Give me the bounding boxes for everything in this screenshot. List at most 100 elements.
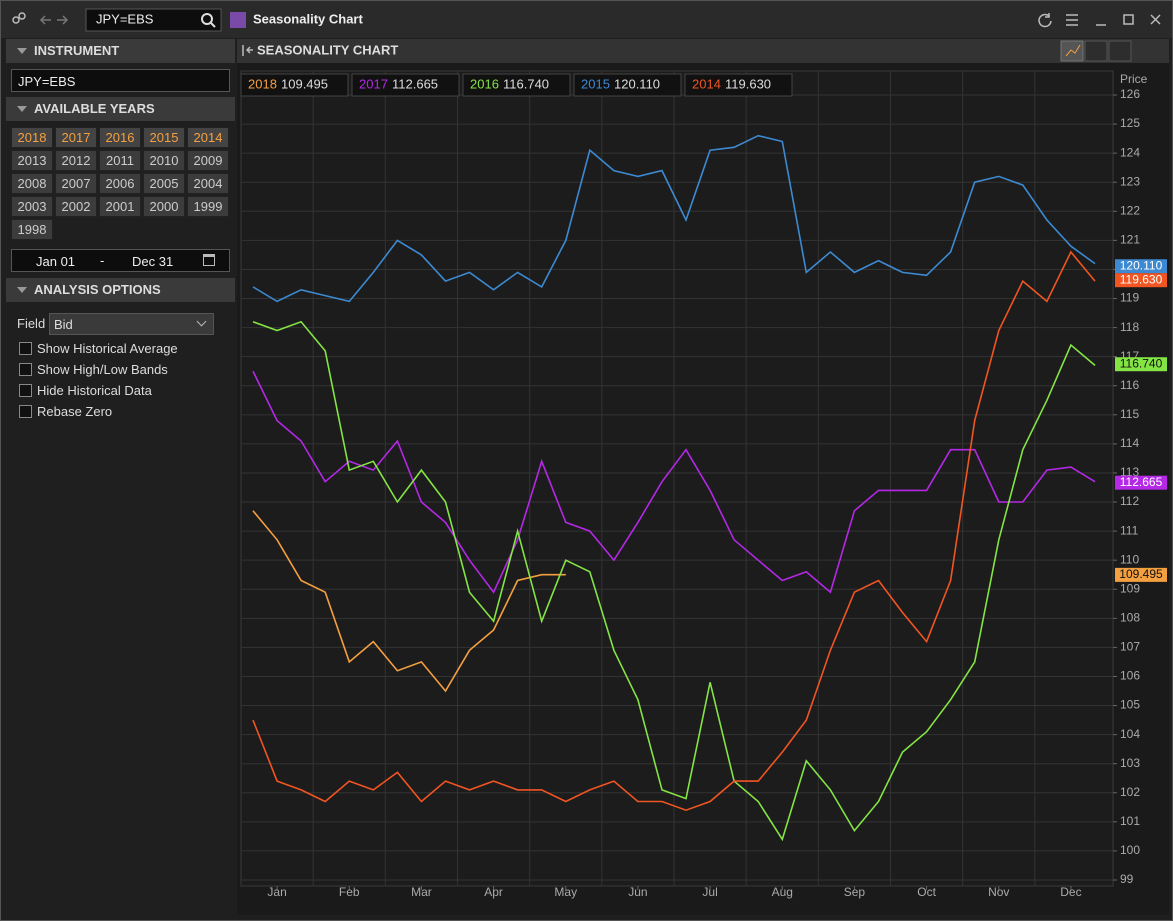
y-tick-label: 113 — [1120, 465, 1139, 479]
year-button[interactable]: 2014 — [187, 127, 229, 148]
checkbox[interactable] — [19, 363, 32, 376]
date-from[interactable]: Jan 01 — [36, 254, 76, 269]
legend-value: 112.665 — [392, 76, 438, 91]
legend-value: 119.630 — [725, 76, 771, 91]
plot-area — [240, 70, 1114, 887]
section-header[interactable]: ANALYSIS OPTIONS — [6, 278, 235, 302]
last-value-tag — [1115, 475, 1167, 490]
calendar-icon[interactable] — [203, 254, 215, 266]
checkbox-option[interactable]: Show Historical Average — [19, 341, 178, 356]
year-button[interactable]: 1998 — [11, 219, 53, 240]
y-tick-label: 122 — [1120, 203, 1140, 217]
x-tick-label: Oct — [917, 885, 936, 899]
y-tick-label: 106 — [1120, 669, 1140, 683]
date-range[interactable]: Jan 01 - Dec 31 — [11, 249, 230, 272]
year-button[interactable]: 2001 — [99, 196, 141, 217]
year-button[interactable]: 2018 — [11, 127, 53, 148]
refresh-icon[interactable] — [1038, 13, 1052, 28]
year-button[interactable]: 2004 — [187, 173, 229, 194]
x-tick-label: Aug — [772, 885, 793, 899]
search-icon[interactable] — [201, 13, 213, 25]
y-tick-label: 104 — [1120, 727, 1140, 741]
last-value-label: 120.110 — [1120, 258, 1163, 272]
x-tick-label: Sep — [844, 885, 866, 899]
y-tick-label: 119 — [1120, 291, 1139, 305]
chart-header-bar — [237, 39, 1169, 63]
year-button[interactable]: 2009 — [187, 150, 229, 171]
legend-box — [462, 73, 571, 97]
search-text[interactable]: JPY=EBS — [96, 11, 154, 26]
app-title: Seasonality Chart — [253, 11, 363, 26]
y-tick-label: 123 — [1120, 174, 1140, 188]
legend-name: 2014 — [692, 76, 721, 91]
y-tick-label: 101 — [1120, 814, 1140, 828]
checkbox[interactable] — [19, 405, 32, 418]
checkbox[interactable] — [19, 342, 32, 355]
year-button[interactable]: 2008 — [11, 173, 53, 194]
year-button[interactable]: 2016 — [99, 127, 141, 148]
legend-value: 109.495 — [281, 76, 328, 91]
last-value-label: 119.630 — [1120, 272, 1163, 286]
y-tick-label: 112 — [1120, 494, 1139, 508]
search-box[interactable] — [85, 8, 222, 32]
menu-icon[interactable] — [1066, 14, 1078, 26]
year-button[interactable]: 2003 — [11, 196, 53, 217]
section-header[interactable]: INSTRUMENT — [6, 39, 235, 63]
y-tick-label: 114 — [1120, 436, 1139, 450]
legend-box — [351, 73, 460, 97]
y-axis-label: Price — [1120, 72, 1148, 86]
checkbox-option[interactable]: Rebase Zero — [19, 404, 112, 419]
close-icon[interactable] — [1150, 14, 1161, 25]
nav-arrows[interactable] — [39, 15, 69, 25]
legend-value: 116.740 — [503, 76, 549, 91]
checkbox-label: Show Historical Average — [37, 341, 178, 356]
section-header[interactable]: AVAILABLE YEARS — [6, 97, 235, 121]
checkbox-option[interactable]: Show High/Low Bands — [19, 362, 168, 377]
legend-name: 2018 — [248, 76, 277, 91]
year-button[interactable]: 2006 — [99, 173, 141, 194]
y-tick-label: 103 — [1120, 756, 1140, 770]
year-button[interactable]: 2012 — [55, 150, 97, 171]
year-button[interactable]: 2013 — [11, 150, 53, 171]
y-tick-label: 124 — [1120, 145, 1140, 159]
y-tick-label: 126 — [1120, 87, 1140, 101]
year-button[interactable]: 2010 — [143, 150, 185, 171]
series-line — [252, 510, 566, 693]
x-tick-label: Dec — [1060, 885, 1081, 899]
collapse-icon[interactable] — [242, 45, 253, 56]
checkbox-option[interactable]: Hide Historical Data — [19, 383, 152, 398]
x-tick-label: Jul — [702, 885, 717, 899]
x-tick-label: Nov — [988, 885, 1009, 899]
x-tick-label: Jun — [628, 885, 647, 899]
date-to[interactable]: Dec 31 — [132, 254, 174, 269]
table-view-button[interactable] — [1108, 40, 1132, 62]
maximize-icon[interactable] — [1123, 14, 1134, 25]
last-value-label: 112.665 — [1120, 475, 1163, 489]
year-button[interactable]: 2011 — [99, 150, 141, 171]
year-button[interactable]: 2015 — [143, 127, 185, 148]
chart-view-button[interactable] — [1084, 40, 1108, 62]
year-button[interactable]: 1999 — [187, 196, 229, 217]
year-button[interactable]: 2002 — [55, 196, 97, 217]
x-tick-label: Jan — [267, 885, 286, 899]
link-icon — [12, 16, 20, 24]
y-tick-label: 121 — [1120, 233, 1140, 247]
legend-name: 2015 — [581, 76, 610, 91]
checkbox-label: Hide Historical Data — [37, 383, 152, 398]
y-tick-label: 110 — [1120, 552, 1139, 566]
checkbox[interactable] — [19, 384, 32, 397]
series-line — [252, 134, 1096, 303]
year-button[interactable]: 2000 — [143, 196, 185, 217]
x-tick-label: Feb — [339, 885, 360, 899]
instrument-input[interactable]: JPY=EBS — [11, 69, 230, 92]
year-button[interactable]: 2017 — [55, 127, 97, 148]
year-button[interactable]: 2005 — [143, 173, 185, 194]
toolbar-icons — [12, 12, 1161, 56]
year-button[interactable]: 2007 — [55, 173, 97, 194]
link-icon — [18, 12, 26, 20]
y-tick-label: 99 — [1120, 872, 1134, 886]
legend-name: 2016 — [470, 76, 499, 91]
field-select[interactable]: Bid — [49, 313, 214, 335]
last-value-label: 116.740 — [1120, 356, 1163, 370]
